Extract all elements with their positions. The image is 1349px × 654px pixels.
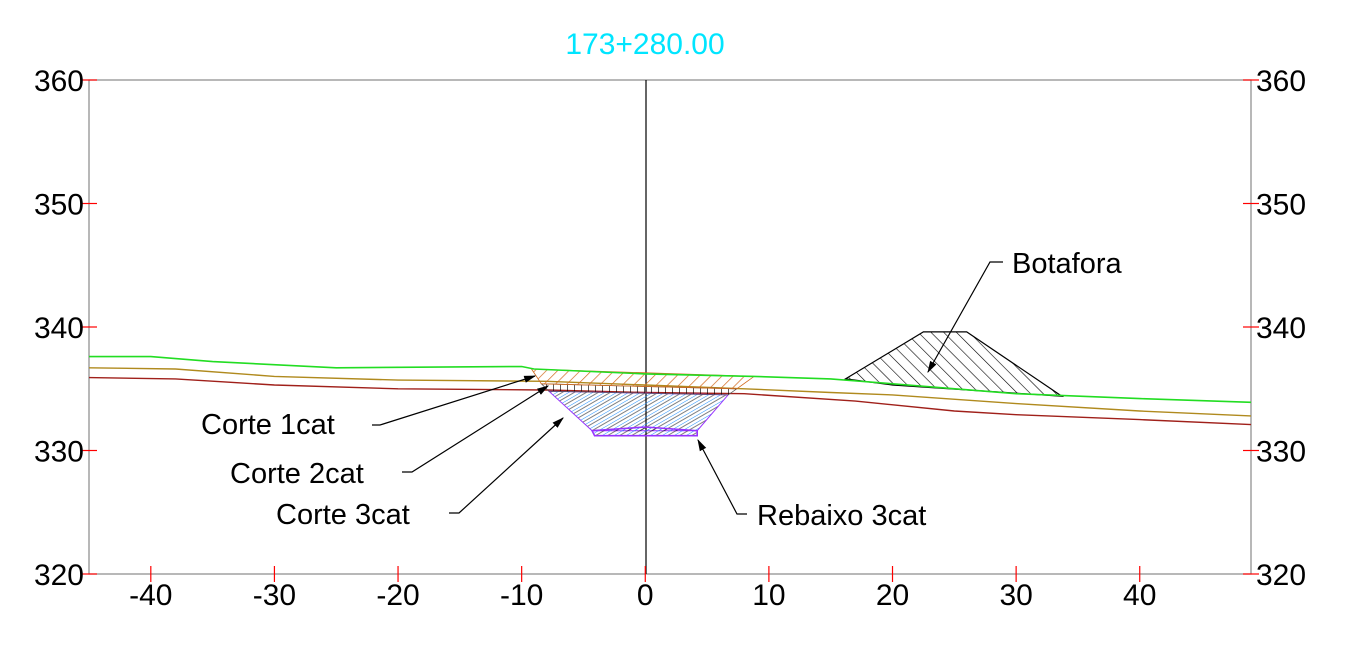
y-tick-label-right-360: 360 — [1256, 65, 1306, 98]
corte-3cat-area — [547, 390, 730, 432]
x-tick-label--30: -30 — [253, 579, 296, 612]
corte-1cat-callout: Corte 1cat — [201, 375, 537, 441]
botafora-area — [843, 331, 1065, 397]
corte-3cat-label: Corte 3cat — [276, 499, 410, 531]
y-tick-label-right-350: 350 — [1256, 189, 1306, 222]
x-tick-label-20: 20 — [876, 579, 909, 612]
x-tick-label-40: 40 — [1123, 579, 1156, 612]
y-tick-label-left-340: 340 — [34, 312, 84, 345]
corte-2cat-label: Corte 2cat — [230, 458, 364, 490]
y-tick-label-right-340: 340 — [1256, 312, 1306, 345]
y-tick-label-left-360: 360 — [34, 65, 84, 98]
rebaixo-3cat-label: Rebaixo 3cat — [757, 500, 926, 532]
x-tick-label-30: 30 — [999, 579, 1032, 612]
y-tick-label-left-320: 320 — [34, 559, 84, 592]
x-tick-label-0: 0 — [637, 579, 654, 612]
x-tick-label--40: -40 — [129, 579, 172, 612]
y-axis-left: 360 350 340 330 320 — [34, 65, 97, 592]
y-tick-label-right-320: 320 — [1256, 559, 1306, 592]
x-tick-label-10: 10 — [752, 579, 785, 612]
rebaixo-3cat-callout: Rebaixo 3cat — [697, 438, 926, 532]
botafora-callout: Botafora — [927, 248, 1122, 374]
y-tick-label-right-330: 330 — [1256, 436, 1306, 469]
corte-3cat-callout: Corte 3cat — [276, 417, 564, 531]
botafora-label: Botafora — [1012, 248, 1122, 280]
terrain-profile-line — [89, 355, 1252, 404]
rebaixo-3cat-area — [590, 426, 699, 437]
corte-1cat-label: Corte 1cat — [201, 409, 335, 441]
y-tick-label-left-350: 350 — [34, 189, 84, 222]
x-tick-label--20: -20 — [376, 579, 419, 612]
y-tick-label-left-330: 330 — [34, 436, 84, 469]
x-tick-label--10: -10 — [500, 579, 543, 612]
corte-2cat-callout: Corte 2cat — [230, 385, 550, 490]
station-label: 173+280.00 — [565, 28, 724, 61]
x-axis: -40 -30 -20 -10 0 10 20 30 40 — [129, 566, 1156, 612]
y-axis-right: 360 350 340 330 320 — [1243, 65, 1306, 592]
plot-frame — [88, 79, 1252, 575]
